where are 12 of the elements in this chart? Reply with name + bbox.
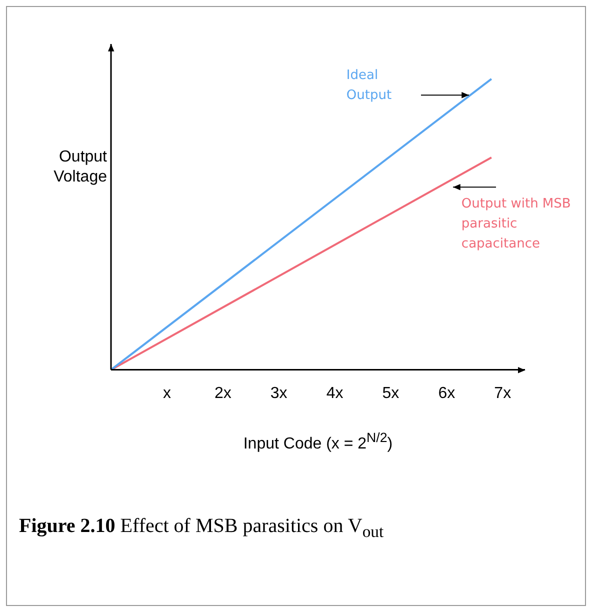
caption: Figure 2.10 Effect of MSB parasitics on V$_{out}$	[19, 515, 384, 542]
x-tick-label: 5x	[382, 384, 400, 402]
x-axis-title: Input Code (x = 2$^{N/2}$)	[242, 430, 394, 454]
text: Ideal Output	[346, 68, 392, 103]
y-axis-title: Output Voltage	[54, 148, 108, 186]
x-tick-label: 2x	[214, 384, 232, 402]
series-label: Output with MSB parasitic capacitance	[461, 196, 571, 252]
x-tick-label: 4x	[326, 384, 344, 402]
x-tick-label: 7x	[494, 384, 512, 402]
x-tick-label: 3x	[270, 384, 288, 402]
x-tick-label: x	[162, 384, 171, 402]
x-tick-label: 6x	[438, 384, 456, 402]
